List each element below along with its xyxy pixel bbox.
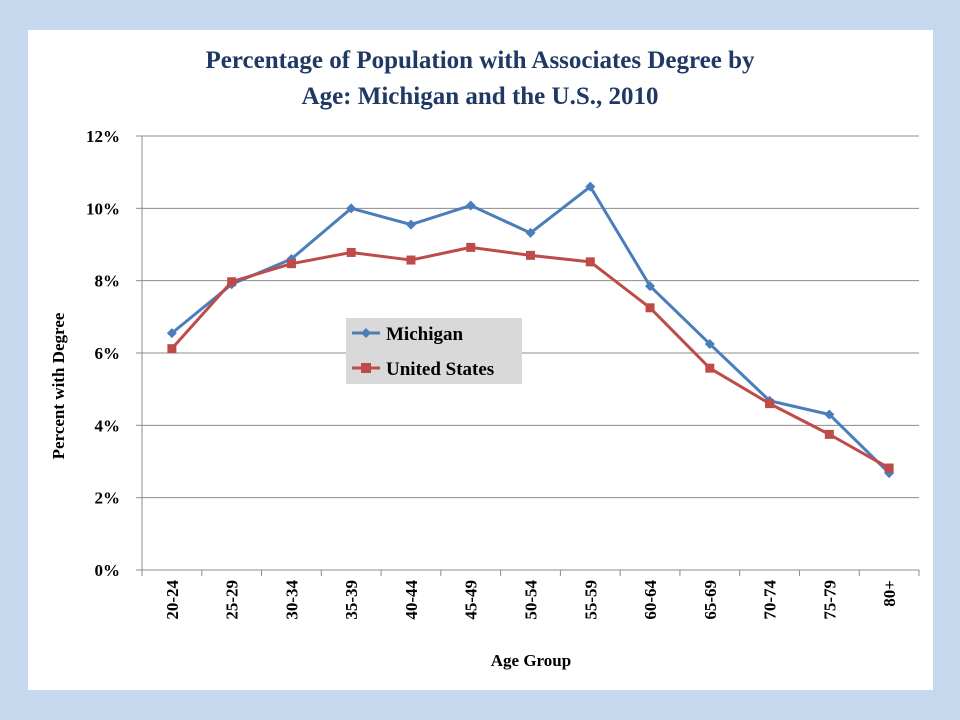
y-tick-label: 2% <box>95 489 121 508</box>
x-tick-label: 50-54 <box>522 580 541 620</box>
legend-michigan-label: Michigan <box>386 324 463 345</box>
data-point-michigan <box>824 409 835 420</box>
data-point-united-states <box>167 344 177 354</box>
data-point-united-states <box>645 303 655 313</box>
data-point-united-states <box>346 247 356 257</box>
data-point-united-states <box>286 259 296 269</box>
data-point-michigan <box>465 200 476 211</box>
y-tick-label: 6% <box>95 344 121 363</box>
y-tick-labels: 0% 2% 4% 6% 8% 10% 12% <box>86 127 120 580</box>
x-tick-label: 55-59 <box>581 580 600 620</box>
data-point-united-states <box>765 399 775 409</box>
line-chart: Percentage of Population with Associates… <box>49 47 920 670</box>
data-point-michigan <box>405 219 416 230</box>
data-point-michigan <box>704 338 715 349</box>
x-tick-label: 60-64 <box>641 580 660 620</box>
data-point-michigan <box>645 281 656 292</box>
data-point-united-states <box>824 429 834 439</box>
slide-panel: Percentage of Population with Associates… <box>28 30 933 690</box>
data-point-united-states <box>884 463 894 473</box>
data-point-united-states <box>466 242 476 252</box>
data-point-michigan <box>585 181 596 192</box>
data-point-united-states <box>406 255 416 265</box>
data-point-michigan <box>286 253 297 264</box>
data-point-united-states <box>526 250 535 260</box>
data-point-united-states <box>705 363 715 373</box>
y-tick-label: 4% <box>95 416 121 435</box>
legend-us-marker <box>361 363 371 373</box>
x-tick-label: 20-24 <box>163 580 182 620</box>
x-tick-labels: 20-24 25-29 30-34 35-39 40-44 45-49 50-54 55-59… <box>163 580 899 620</box>
y-tick-label: 0% <box>95 561 121 580</box>
data-point-michigan <box>525 227 536 238</box>
y-tick-label: 10% <box>86 199 120 218</box>
data-point-michigan <box>166 328 177 339</box>
x-tick-label: 35-39 <box>342 580 361 620</box>
legend: Michigan United States <box>346 318 522 384</box>
x-tick-label: 45-49 <box>462 580 481 620</box>
x-tick-label: 80+ <box>880 580 899 607</box>
y-tick-label: 8% <box>95 272 121 291</box>
data-point-united-states <box>227 277 237 287</box>
x-tick-label: 25-29 <box>223 580 242 620</box>
x-tick-label: 75-79 <box>820 580 839 620</box>
legend-box <box>346 318 522 384</box>
axes <box>136 135 920 576</box>
data-point-michigan <box>346 203 357 214</box>
data-point-united-states <box>585 257 595 267</box>
legend-us-label: United States <box>386 359 494 380</box>
x-axis-title: Age Group <box>491 651 571 670</box>
gridlines <box>142 135 919 499</box>
chart-title-line-2: Age: Michigan and the U.S., 2010 <box>302 83 659 110</box>
x-tick-label: 40-44 <box>402 580 421 620</box>
y-tick-label: 12% <box>86 127 120 146</box>
chart-title-line-1: Percentage of Population with Associates… <box>206 47 755 74</box>
series-lines <box>166 181 895 479</box>
x-tick-label: 70-74 <box>761 580 780 620</box>
y-axis-title: Percent with Degree <box>49 312 68 459</box>
x-tick-label: 65-69 <box>701 580 720 620</box>
x-tick-label: 30-34 <box>282 580 301 620</box>
legend-michigan-marker <box>361 328 371 338</box>
